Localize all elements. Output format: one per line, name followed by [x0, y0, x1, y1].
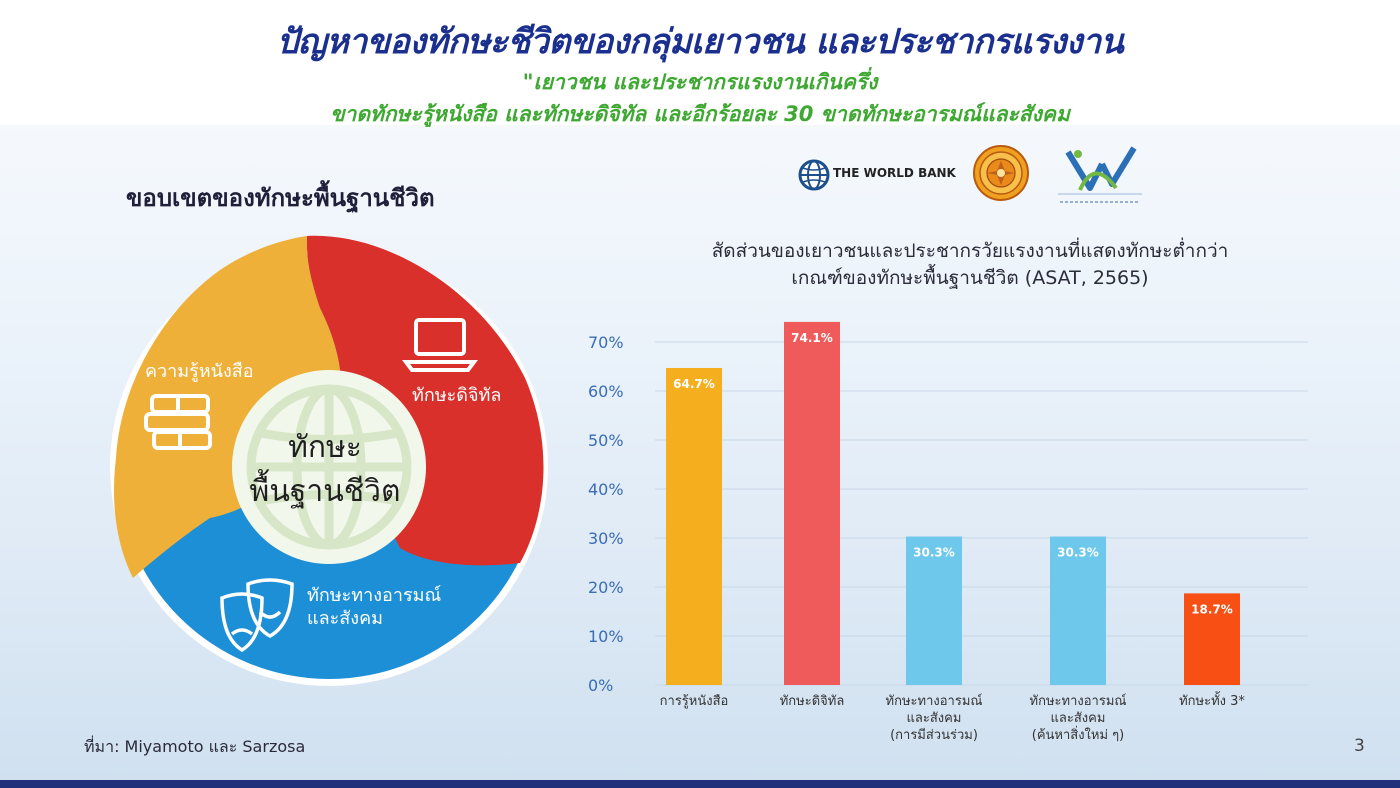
chart-title-line2: เกณฑ์ของทักษะพื้นฐานชีวิต (ASAT, 2565)	[791, 267, 1149, 289]
slide-bottom-bar	[0, 780, 1400, 788]
bar	[1184, 593, 1240, 685]
bar	[784, 321, 840, 685]
life-skills-heading: ขอบเขตของทักษะพื้นฐานชีวิต	[126, 184, 435, 212]
chart-title-line1: สัดส่วนของเยาวชนและประชากรวัยแรงงานที่แส…	[711, 240, 1229, 262]
nso-logo-icon	[1058, 146, 1142, 203]
theater-masks-icon	[220, 578, 294, 653]
globe-icon	[798, 159, 830, 191]
bar-value-label: 30.3%	[913, 546, 955, 560]
y-tick-label: 20%	[588, 578, 624, 597]
page-number: 3	[1354, 736, 1365, 756]
segment-label-emotional-line1: ทักษะทางอารมณ์	[307, 585, 442, 606]
y-tick-label: 30%	[588, 529, 624, 548]
source-note: ที่มา: Miyamoto และ Sarzosa	[84, 737, 306, 756]
bar-value-label: 30.3%	[1057, 546, 1099, 560]
x-category-label: การรู้หนังสือ	[660, 693, 729, 709]
header	[0, 0, 1400, 125]
y-tick-label: 70%	[588, 333, 624, 352]
y-tick-label: 0%	[588, 676, 613, 695]
world-bank-text: THE WORLD BANK	[833, 166, 956, 180]
x-category-label: (ค้นหาสิ่งใหม่ ๆ)	[1032, 726, 1124, 743]
x-category-label: ทักษะทั้ง 3*	[1179, 691, 1245, 709]
bar-value-label: 74.1%	[791, 331, 833, 345]
seal-icon	[973, 145, 1029, 201]
x-category-label: และสังคม	[907, 711, 962, 726]
y-tick-label: 40%	[588, 480, 624, 499]
segment-literacy	[113, 236, 342, 578]
bar-chart: 0% 10% 20% 30% 40% 50% 60% 70% 64.7% การรู้หนังสื…	[588, 321, 1308, 743]
x-category-label: และสังคม	[1051, 711, 1106, 726]
globe-icon	[246, 384, 412, 550]
slide-subtitle-line2: ขาดทักษะรู้หนังสือ และทักษะดิจิทัล และอี…	[330, 102, 1070, 126]
slide-title: ปัญหาของทักษะชีวิตของกลุ่มเยาวชน และประช…	[276, 22, 1124, 62]
wheel-center-line2: พื้นฐานชีวิต	[249, 474, 401, 509]
slide-subtitle-line1: "เยาวชน และประชากรแรงงานเกินครึ่ง	[522, 70, 878, 94]
books-icon	[144, 394, 212, 450]
bar-value-label: 18.7%	[1191, 602, 1233, 616]
x-category-label: ทักษะทางอารมณ์	[886, 693, 983, 709]
segment-label-literacy: ความรู้หนังสือ	[145, 361, 254, 382]
x-category-label: ทักษะทางอารมณ์	[1030, 693, 1127, 709]
bar	[1050, 536, 1106, 685]
segment-label-digital: ทักษะดิจิทัล	[412, 385, 502, 406]
wheel-center-line1: ทักษะ	[288, 430, 362, 465]
x-category-label: (การมีส่วนร่วม)	[890, 727, 978, 743]
y-tick-label: 50%	[588, 431, 624, 450]
bar	[666, 367, 722, 685]
bar-value-label: 64.7%	[673, 377, 715, 391]
laptop-icon	[402, 318, 478, 372]
y-tick-label: 60%	[588, 382, 624, 401]
y-tick-label: 10%	[588, 627, 624, 646]
world-bank-logo: THE WORLD BANK	[797, 158, 967, 194]
bar	[906, 536, 962, 685]
life-skills-wheel	[110, 235, 548, 686]
segment-label-emotional-line2: และสังคม	[307, 608, 383, 629]
x-category-label: ทักษะดิจิทัล	[780, 694, 845, 709]
